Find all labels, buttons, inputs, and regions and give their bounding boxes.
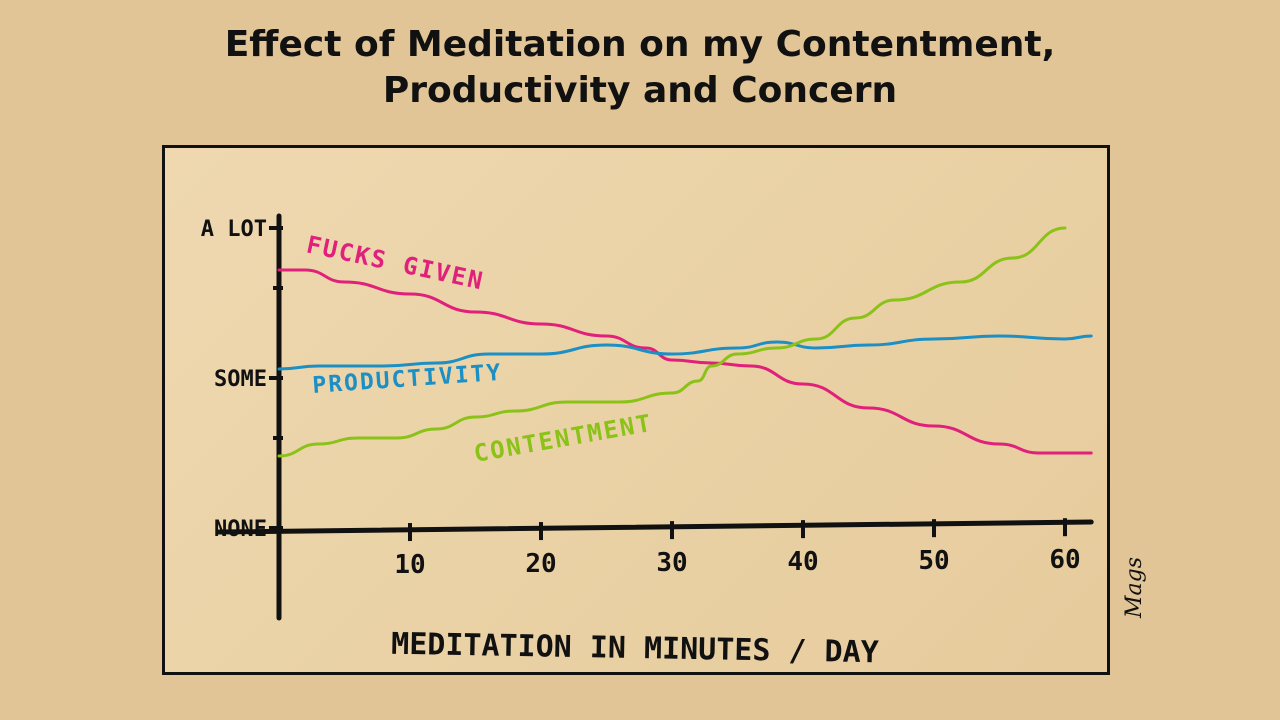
- chart-paper: 10 20 30 40 50 60 A LOT SOME NONE MEDITATION IN M…: [162, 145, 1110, 675]
- series-line-productivity: [277, 334, 1093, 371]
- y-tick-label: A LOT: [201, 217, 267, 242]
- chart-title: Effect of Meditation on my Contentment, …: [0, 22, 1280, 114]
- x-tick-label: 40: [787, 547, 818, 577]
- x-axis: [216, 519, 1094, 535]
- series-line-fucks-given: [277, 268, 1093, 455]
- x-tick-label: 50: [918, 546, 949, 576]
- artist-signature: Mags: [1122, 556, 1147, 618]
- series-line-contentment: [277, 226, 1067, 458]
- x-axis-label: MEDITATION IN MINUTES / DAY: [391, 627, 879, 671]
- x-tick-label: 60: [1049, 545, 1080, 575]
- x-tick-label: 20: [525, 549, 556, 579]
- chart-title-line-2: Productivity and Concern: [382, 70, 898, 111]
- y-tick-label: SOME: [214, 367, 267, 392]
- series-label: CONTENTMENT: [472, 409, 655, 468]
- series-label: FUCKS GIVEN: [304, 230, 487, 295]
- y-tick-label: NONE: [214, 517, 267, 542]
- line-chart: 10 20 30 40 50 60 A LOT SOME NONE MEDITATION IN M…: [201, 213, 1094, 671]
- chart-title-line-1: Effect of Meditation on my Contentment,: [224, 24, 1056, 65]
- x-tick-label: 30: [656, 548, 687, 578]
- x-tick-label: 10: [394, 550, 425, 580]
